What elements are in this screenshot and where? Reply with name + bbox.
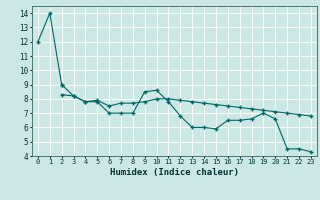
- X-axis label: Humidex (Indice chaleur): Humidex (Indice chaleur): [110, 168, 239, 177]
